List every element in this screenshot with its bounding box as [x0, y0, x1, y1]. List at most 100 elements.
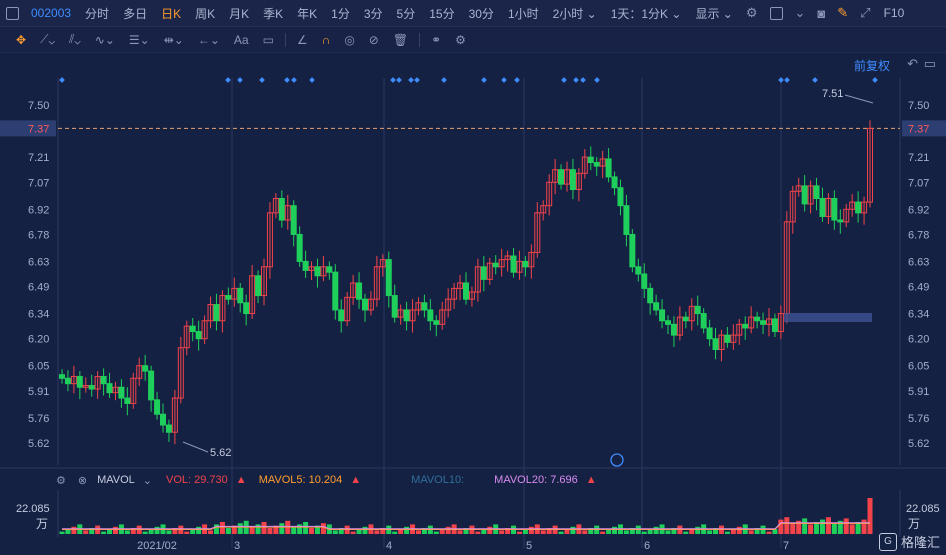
candle-body — [451, 287, 458, 300]
volume-bar — [427, 525, 433, 534]
line-tool-icon[interactable]: ⟋⌄ — [40, 32, 55, 46]
candle-body — [373, 266, 380, 300]
candle-body — [760, 320, 767, 325]
candle-body — [659, 309, 666, 322]
volume-bar — [344, 525, 350, 534]
candle-body — [112, 386, 119, 394]
period-tab[interactable]: 1天：1分K ⌄ — [610, 6, 682, 21]
volume-bar — [112, 526, 118, 534]
volume-bar — [261, 522, 267, 534]
gear-icon[interactable]: ⚙ — [455, 32, 466, 47]
channel-tool-icon[interactable]: ⫽⌄ — [68, 32, 81, 46]
price-label-right: 5.76 — [908, 413, 929, 425]
candle-body — [88, 384, 95, 390]
volume-bar — [59, 531, 65, 534]
candle-body — [647, 287, 654, 304]
fib-tool-icon[interactable]: ☰⌄ — [128, 32, 150, 47]
candle-body — [510, 255, 517, 273]
candle-body — [546, 181, 553, 207]
volume-bar — [653, 526, 659, 534]
trash-icon[interactable]: 🗑 — [392, 32, 409, 47]
event-marker — [594, 77, 600, 83]
volume-bar — [439, 529, 445, 534]
candle-body — [439, 309, 446, 325]
candle-body — [688, 305, 695, 322]
volume-bar — [237, 523, 243, 534]
link-icon[interactable]: ⚭ — [431, 32, 442, 47]
volume-bar — [588, 528, 594, 534]
candle-body — [623, 205, 630, 235]
chevron-down-icon[interactable]: ⌄ — [794, 5, 806, 20]
volume-close-icon[interactable]: ⊗ — [77, 474, 88, 487]
period-tab[interactable]: 月K — [229, 6, 250, 21]
collapse-icon[interactable]: ▭ — [923, 56, 936, 71]
comment-icon[interactable]: ▭ — [262, 32, 274, 47]
candle-body — [861, 201, 868, 214]
volume-bar — [831, 523, 837, 534]
candle-body — [231, 287, 238, 300]
price-label-left: 7.07 — [28, 177, 49, 189]
volume-bar — [552, 525, 558, 534]
period-tab[interactable]: 日K — [161, 6, 182, 21]
period-tab[interactable]: 3分 — [363, 6, 383, 21]
restore-rights-button[interactable]: 前复权 — [853, 59, 890, 73]
move-icon[interactable]: ✥ — [16, 32, 27, 47]
candle-body — [492, 262, 499, 268]
ruler-icon[interactable]: ∠ — [296, 32, 308, 47]
volume-bar — [623, 530, 629, 534]
indicator-name[interactable]: MAVOL — [97, 474, 135, 486]
undo-icon[interactable]: ↶ — [907, 56, 918, 71]
camera-icon[interactable]: ◙ — [817, 5, 826, 21]
period-tab[interactable]: 30分 — [468, 6, 494, 21]
price-label-right: 7.21 — [908, 152, 929, 164]
volume-bar — [760, 525, 766, 534]
period-tab[interactable]: 1分 — [331, 6, 350, 21]
volume-bar — [511, 525, 517, 534]
period-tab[interactable]: 2小时 ⌄ — [552, 6, 597, 21]
price-label-left: 5.62 — [28, 438, 49, 450]
period-tab[interactable]: 年K — [297, 6, 318, 21]
stock-code[interactable]: 002003 — [31, 6, 72, 20]
event-marker — [573, 77, 579, 83]
period-tab[interactable]: 多日 — [123, 6, 148, 21]
price-label-right: 6.20 — [908, 334, 929, 346]
f10-button[interactable]: F10 — [883, 6, 905, 20]
volume-settings-icon[interactable]: ⚙ — [56, 474, 66, 487]
period-tab[interactable]: 15分 — [429, 6, 455, 21]
volume-bar — [748, 530, 754, 534]
arrow-tool-icon[interactable]: ←⌄ — [197, 32, 220, 47]
candle-body — [855, 201, 862, 214]
hide-icon[interactable]: ⊘ — [368, 32, 379, 47]
event-marker — [812, 77, 818, 83]
period-tab[interactable]: 1小时 — [507, 6, 539, 21]
candle-body — [314, 266, 321, 277]
period-tab[interactable]: 5分 — [396, 6, 416, 21]
fullscreen-icon[interactable]: ⤢ — [860, 5, 871, 20]
candle-body — [463, 282, 469, 300]
settings-icon[interactable]: ⚙ — [745, 5, 758, 20]
period-tab[interactable]: 分时 — [85, 6, 110, 21]
panel-toggle-icon[interactable] — [6, 6, 19, 20]
volume-bar — [356, 529, 362, 534]
checkbox-icon[interactable] — [769, 6, 783, 20]
candle-body — [837, 219, 844, 223]
indicator-dropdown-icon[interactable]: ⌄ — [142, 474, 153, 487]
mavol20-line — [62, 522, 870, 530]
range-tool-icon[interactable]: ⇹⌄ — [163, 32, 184, 47]
candle-body — [445, 298, 452, 311]
candle-body — [724, 334, 731, 343]
wave-tool-icon[interactable]: ∿⌄ — [94, 32, 115, 47]
volume-bar — [421, 528, 427, 534]
volume-bar — [724, 531, 730, 534]
text-tool-icon[interactable]: Aa — [233, 32, 249, 47]
magnet-icon[interactable]: ∩ — [321, 32, 331, 47]
candle-body — [516, 260, 523, 273]
period-tab[interactable]: 季K — [263, 6, 284, 21]
period-tab[interactable]: 显示 ⌄ — [695, 6, 733, 21]
period-tab[interactable]: 周K — [195, 6, 216, 21]
mavol5-up-icon: ▲ — [350, 474, 362, 486]
volume-bar — [784, 517, 790, 534]
volume-max-label: 22.085 — [906, 503, 940, 515]
lock-icon[interactable]: ◎ — [344, 32, 355, 47]
pencil-icon[interactable]: ✎ — [837, 5, 849, 20]
